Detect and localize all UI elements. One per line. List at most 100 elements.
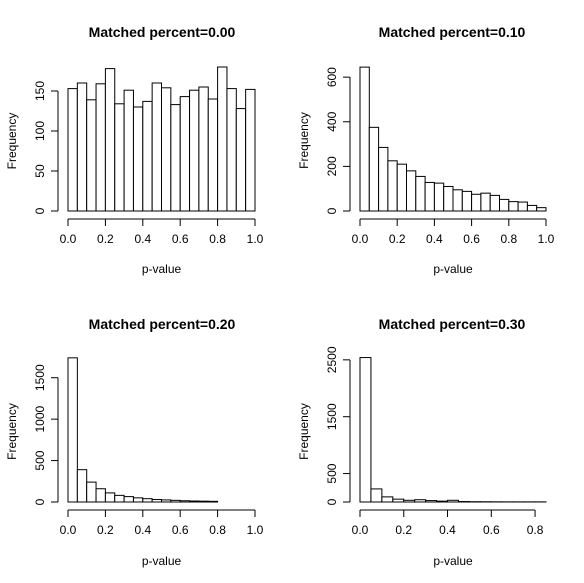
chart-title: Matched percent=0.10	[379, 24, 526, 40]
histogram-bar	[76, 469, 88, 503]
x-tick-label: 0.6	[483, 523, 500, 537]
histogram-bar	[217, 66, 228, 212]
histogram-bar	[424, 181, 435, 212]
y-tick-label: 400	[325, 111, 339, 131]
histogram-bar	[406, 170, 417, 212]
histogram-bar	[396, 163, 408, 212]
chart-title: Matched percent=0.00	[89, 24, 236, 40]
x-tick-label: 0.4	[134, 523, 151, 537]
x-tick-label: 0.2	[97, 523, 114, 537]
histogram-bar	[170, 104, 181, 212]
histogram-bars	[359, 66, 547, 212]
x-axis-label: p-value	[142, 262, 182, 276]
histogram-bar	[151, 82, 162, 212]
histogram-panel-2: 0.0 0.2 0.4 0.6 0.8 1.0 0 200 400 600 Matched perc…	[297, 24, 555, 276]
chart-title: Matched percent=0.20	[89, 316, 236, 332]
histogram-bar	[471, 193, 482, 212]
y-tick-label: 0	[325, 498, 339, 505]
histogram-bar	[198, 500, 209, 503]
histogram-bar	[207, 500, 219, 503]
histogram-bar	[489, 194, 501, 212]
histogram-bar	[499, 198, 510, 212]
x-tick-label: 0.2	[395, 523, 412, 537]
histogram-bar	[378, 146, 389, 212]
histogram-bar	[381, 496, 394, 503]
histogram-bar	[387, 160, 398, 212]
histogram-bar	[189, 89, 200, 212]
histogram-bar	[123, 496, 134, 503]
histogram-bar	[151, 499, 162, 503]
histogram-bar	[425, 500, 438, 503]
y-axis-label: Frequency	[5, 403, 19, 460]
y-tick-label: 500	[325, 463, 339, 483]
x-tick-label: 1.0	[538, 232, 555, 246]
x-tick-label: 0.2	[389, 232, 406, 246]
histogram-bar	[161, 87, 172, 212]
x-tick-label: 0.0	[60, 232, 77, 246]
y-tick-label: 600	[325, 67, 339, 87]
y-tick-label: 100	[33, 121, 47, 141]
histogram-bar	[447, 499, 459, 503]
histogram-bars	[67, 66, 256, 212]
histogram-bar	[370, 488, 383, 503]
histogram-bar	[114, 494, 125, 503]
histogram-bar	[132, 497, 144, 503]
y-axis-label: Frequency	[297, 403, 311, 460]
histogram-bar	[452, 189, 463, 212]
histogram-bar	[536, 207, 547, 212]
histogram-bar	[508, 201, 519, 212]
x-tick-label: 0.0	[352, 523, 369, 537]
histogram-bar	[104, 492, 116, 503]
y-tick-label: 200	[325, 156, 339, 176]
x-tick-label: 1.0	[247, 232, 264, 246]
y-tick-label: 50	[33, 164, 47, 178]
histogram-bar	[517, 201, 528, 212]
histogram-bar	[114, 103, 125, 212]
histogram-bar	[142, 100, 153, 212]
histogram-bar	[359, 357, 372, 503]
y-tick-label: 1500	[33, 364, 47, 391]
x-tick-label: 0.4	[426, 232, 443, 246]
x-axis-label: p-value	[142, 554, 182, 568]
histogram-bars	[359, 357, 547, 503]
histogram-bar	[189, 500, 200, 503]
x-tick-label: 0.2	[97, 232, 114, 246]
y-tick-label: 500	[33, 450, 47, 470]
y-tick-label: 1500	[325, 403, 339, 430]
x-tick-label: 0.4	[439, 523, 456, 537]
y-tick-label: 0	[325, 207, 339, 214]
y-tick-label: 2500	[325, 346, 339, 373]
histogram-bar	[207, 98, 219, 212]
y-tick-label: 150	[33, 81, 47, 101]
histogram-bars	[67, 357, 219, 503]
x-tick-label: 0.4	[134, 232, 151, 246]
x-tick-label: 0.8	[500, 232, 517, 246]
histogram-bar	[76, 82, 88, 212]
histogram-bar	[368, 126, 380, 212]
histogram-bar	[179, 96, 191, 212]
histogram-bar	[142, 498, 153, 503]
x-tick-label: 0.8	[527, 523, 544, 537]
x-tick-label: 0.6	[172, 523, 189, 537]
histogram-bar	[245, 88, 256, 212]
histogram-bar	[235, 108, 247, 212]
y-tick-label: 0	[33, 498, 47, 505]
x-tick-label: 0.6	[463, 232, 480, 246]
histogram-bar	[436, 500, 449, 503]
x-tick-label: 1.0	[247, 523, 264, 537]
histogram-bar	[461, 190, 473, 212]
x-axis-label: p-value	[433, 554, 473, 568]
histogram-bar	[359, 66, 370, 212]
histogram-bar	[392, 498, 405, 503]
chart-title: Matched percent=0.30	[379, 316, 526, 332]
histogram-panel-4: 0.0 0.2 0.4 0.6 0.8 0 500 1500 2500 Matched perce…	[297, 316, 547, 568]
x-tick-label: 0.8	[209, 523, 226, 537]
histogram-bar	[433, 182, 445, 212]
histogram-bar	[123, 89, 134, 212]
y-axis-label: Frequency	[5, 113, 19, 170]
y-tick-label: 1000	[33, 405, 47, 432]
histogram-bar	[403, 499, 416, 503]
histogram-bar	[198, 86, 209, 212]
x-axis-label: p-value	[433, 262, 473, 276]
